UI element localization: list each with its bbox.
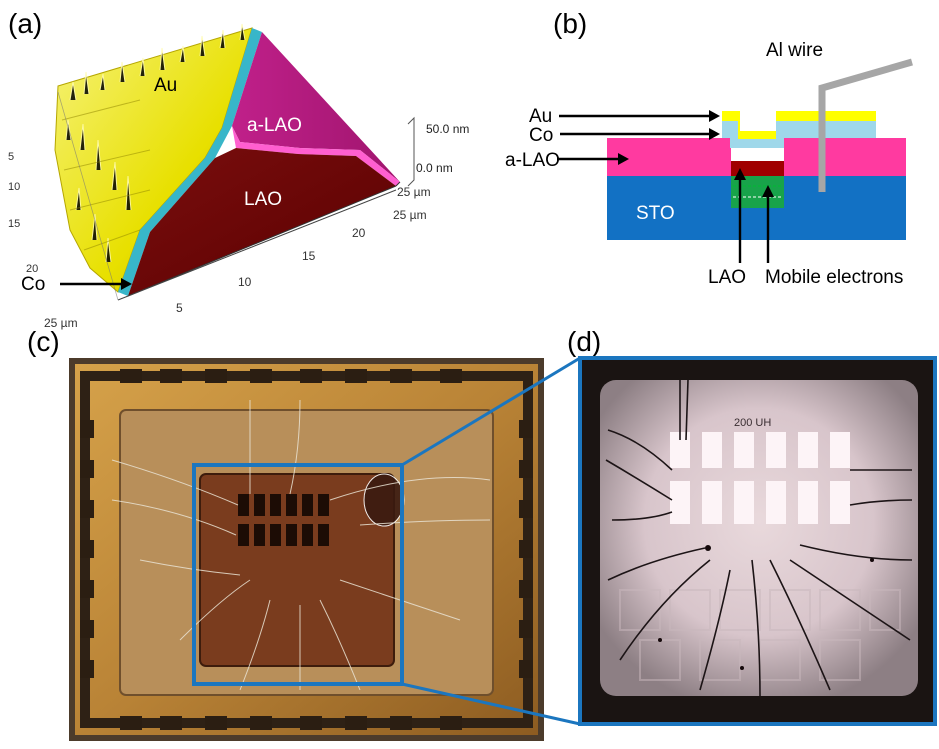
- alao-layer-right: [784, 138, 906, 176]
- y-tick-25: 25 µm: [44, 316, 78, 330]
- label-co: Co: [21, 274, 45, 295]
- zoom-line-top: [401, 356, 581, 467]
- label-au: Au: [154, 75, 177, 96]
- label-b-alao: a-LAO: [505, 150, 560, 171]
- x-tick-15: 15: [302, 249, 316, 263]
- label-b-au: Au: [529, 106, 552, 127]
- label-mobile: Mobile electrons: [765, 267, 903, 288]
- chip-package-photo: [69, 358, 544, 741]
- alao-edge: [232, 126, 400, 186]
- y-tick-5: 5: [8, 151, 14, 163]
- panel-label-a: (a): [8, 8, 43, 39]
- bond-pads: [80, 369, 533, 730]
- x-tick-20: 20: [352, 226, 366, 240]
- afm-surface-panel: Au a-LAO LAO Co 50.0 nm 0.0 nm 5 10 15 2…: [8, 23, 469, 330]
- y-tick-20: 20: [26, 263, 38, 275]
- alao-layer-left: [607, 138, 731, 176]
- z-tick-zero: 0.0 nm: [416, 161, 453, 175]
- label-wire: Al wire: [766, 40, 823, 61]
- cross-section-panel: Al wire Au Co a-LAO STO LAO Mobile elect…: [505, 40, 913, 288]
- zoom-scale-text: 200 UH: [734, 417, 771, 429]
- co-strip: [118, 28, 262, 296]
- panel-label-c: (c): [27, 326, 60, 357]
- zoom-frame: [578, 356, 937, 726]
- label-b-co: Co: [529, 125, 553, 146]
- die-electrodes: [238, 494, 329, 546]
- lao-layer: [731, 161, 784, 176]
- panel-label-d: (d): [567, 326, 602, 357]
- x-tick-25: 25 µm: [393, 208, 427, 222]
- z-tick-top: 50.0 nm: [426, 122, 469, 136]
- x-end-label: 25 µm: [397, 185, 431, 199]
- alao-region: [232, 32, 400, 182]
- bond-wires-d: [605, 379, 913, 697]
- panel-label-b: (b): [553, 8, 588, 39]
- zoom-line-bottom: [401, 682, 581, 726]
- z-scale-bar: [407, 116, 415, 187]
- co-layer: [722, 121, 876, 148]
- zoom-callout-box: [192, 463, 404, 686]
- co-arrowhead: [121, 278, 132, 290]
- label-b-lao: LAO: [708, 267, 746, 288]
- lao-region: [128, 148, 396, 296]
- zoom-electrodes: [670, 432, 850, 524]
- chip-zoom-photo: 200 UH: [578, 356, 937, 726]
- label-sto: STO: [636, 203, 675, 224]
- label-alao: a-LAO: [247, 115, 302, 136]
- al-wire: [818, 58, 913, 192]
- x-tick-5: 5: [176, 301, 183, 315]
- x-axis-line: [117, 189, 397, 301]
- y-tick-15: 15: [8, 218, 20, 230]
- au-roughness: [65, 23, 246, 263]
- x-tick-10: 10: [238, 275, 252, 289]
- y-tick-10: 10: [8, 181, 20, 193]
- label-lao: LAO: [244, 189, 282, 210]
- au-layer: [722, 111, 876, 139]
